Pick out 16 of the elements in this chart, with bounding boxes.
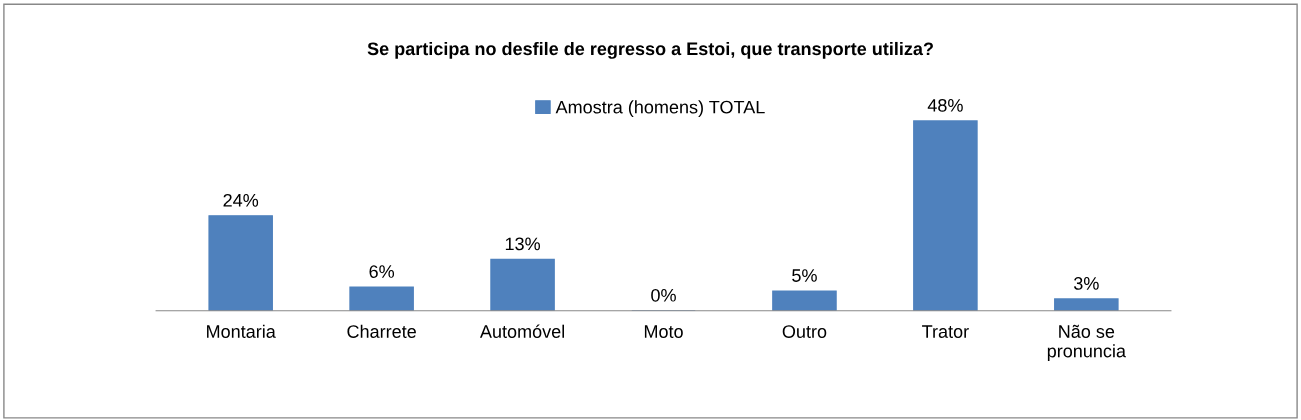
data-label: 24% [223, 193, 259, 207]
data-label: 6% [369, 265, 395, 278]
data-label: 13% [505, 237, 540, 251]
x-tick-label: Outro [782, 325, 827, 338]
x-tick-label: Charrete [347, 324, 416, 338]
legend-label: Amostra (homens) TOTAL [555, 100, 765, 118]
chart-title: Se participa no desfile de regresso a Estoi, que transporte utiliza? [367, 41, 933, 59]
data-label: 0% [651, 288, 676, 302]
data-label: 5% [792, 269, 817, 282]
x-tick-label: Montaria [207, 324, 276, 338]
x-tick-label: Automóvel [479, 324, 565, 338]
x-tick-label: Moto [644, 325, 683, 338]
data-label: 48% [927, 98, 963, 112]
x-tick-label: Trator [922, 325, 969, 338]
x-tick-label: Não se pronuncia [1047, 324, 1126, 361]
data-label: 3% [1073, 277, 1099, 290]
